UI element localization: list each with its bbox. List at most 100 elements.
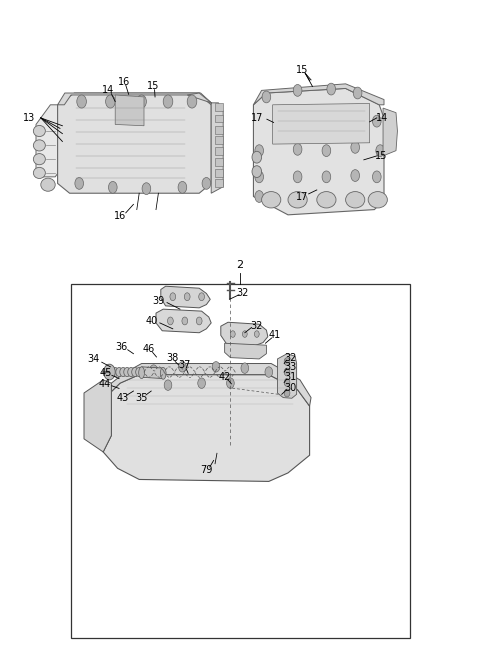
Circle shape <box>136 367 143 377</box>
Circle shape <box>255 191 264 202</box>
Circle shape <box>242 331 247 337</box>
Circle shape <box>178 181 187 193</box>
Text: 17: 17 <box>296 191 309 202</box>
Circle shape <box>372 171 381 183</box>
Text: 46: 46 <box>143 344 155 354</box>
Ellipse shape <box>317 192 336 208</box>
Ellipse shape <box>33 154 45 165</box>
Circle shape <box>293 84 302 96</box>
Circle shape <box>75 178 84 189</box>
Polygon shape <box>58 93 211 193</box>
Text: 2: 2 <box>237 260 243 270</box>
Text: 14: 14 <box>102 85 114 96</box>
Polygon shape <box>161 286 210 308</box>
Ellipse shape <box>33 167 45 179</box>
Text: 38: 38 <box>167 353 179 364</box>
Circle shape <box>112 367 119 377</box>
Circle shape <box>351 170 360 181</box>
Circle shape <box>284 368 290 376</box>
Circle shape <box>137 95 146 108</box>
Bar <box>215 169 223 177</box>
Circle shape <box>104 364 115 380</box>
Circle shape <box>255 145 264 157</box>
Text: 16: 16 <box>118 77 130 87</box>
Circle shape <box>199 293 204 301</box>
Circle shape <box>230 331 235 337</box>
Ellipse shape <box>288 192 307 208</box>
Circle shape <box>284 358 290 365</box>
Polygon shape <box>36 105 70 177</box>
Circle shape <box>322 171 331 183</box>
Text: 45: 45 <box>99 368 112 379</box>
Text: 36: 36 <box>115 342 127 352</box>
Bar <box>215 115 223 122</box>
Text: 31: 31 <box>284 372 297 383</box>
Text: 35: 35 <box>135 392 147 403</box>
Circle shape <box>198 378 205 388</box>
Polygon shape <box>253 84 384 105</box>
Circle shape <box>128 367 134 377</box>
Ellipse shape <box>139 367 144 379</box>
Text: 41: 41 <box>269 330 281 341</box>
Circle shape <box>212 362 220 372</box>
Polygon shape <box>103 375 310 481</box>
Text: 40: 40 <box>145 316 157 326</box>
Polygon shape <box>273 103 370 144</box>
Circle shape <box>106 95 115 108</box>
Circle shape <box>77 95 86 108</box>
Text: 17: 17 <box>251 113 263 123</box>
Text: 34: 34 <box>87 354 100 364</box>
Bar <box>215 179 223 187</box>
Text: 15: 15 <box>147 81 160 92</box>
Ellipse shape <box>262 192 281 208</box>
Bar <box>215 158 223 166</box>
Polygon shape <box>253 88 384 215</box>
Circle shape <box>120 367 127 377</box>
Ellipse shape <box>252 151 262 163</box>
Circle shape <box>376 145 384 157</box>
Ellipse shape <box>33 126 45 137</box>
Polygon shape <box>383 108 397 156</box>
Circle shape <box>327 83 336 95</box>
Text: 39: 39 <box>152 295 165 306</box>
Circle shape <box>227 378 234 388</box>
Circle shape <box>170 293 176 301</box>
Text: 42: 42 <box>218 371 231 382</box>
Polygon shape <box>142 367 163 379</box>
Polygon shape <box>103 364 311 406</box>
Polygon shape <box>277 354 297 398</box>
Circle shape <box>293 171 302 183</box>
Bar <box>215 136 223 144</box>
Text: 13: 13 <box>23 113 35 123</box>
Circle shape <box>202 178 211 189</box>
Text: 16: 16 <box>114 211 126 221</box>
Bar <box>215 147 223 155</box>
Ellipse shape <box>160 367 166 379</box>
Circle shape <box>353 87 362 99</box>
Circle shape <box>284 389 290 397</box>
Circle shape <box>150 365 157 375</box>
Circle shape <box>140 367 146 377</box>
Circle shape <box>284 379 290 386</box>
Circle shape <box>265 367 273 377</box>
Circle shape <box>187 95 197 108</box>
Text: 44: 44 <box>98 379 111 389</box>
Text: 32: 32 <box>284 352 297 363</box>
Circle shape <box>163 95 173 108</box>
Polygon shape <box>221 322 268 346</box>
Circle shape <box>184 293 190 301</box>
Circle shape <box>293 143 302 155</box>
Bar <box>215 126 223 134</box>
Ellipse shape <box>368 192 387 208</box>
Circle shape <box>372 115 381 127</box>
Polygon shape <box>115 95 144 126</box>
Polygon shape <box>84 380 111 452</box>
Text: 43: 43 <box>116 392 129 403</box>
Text: 15: 15 <box>375 151 388 161</box>
Circle shape <box>124 367 131 377</box>
Bar <box>71 284 410 638</box>
Circle shape <box>132 367 138 377</box>
Text: 32: 32 <box>236 288 249 298</box>
Circle shape <box>241 363 249 373</box>
Text: 37: 37 <box>179 360 191 371</box>
